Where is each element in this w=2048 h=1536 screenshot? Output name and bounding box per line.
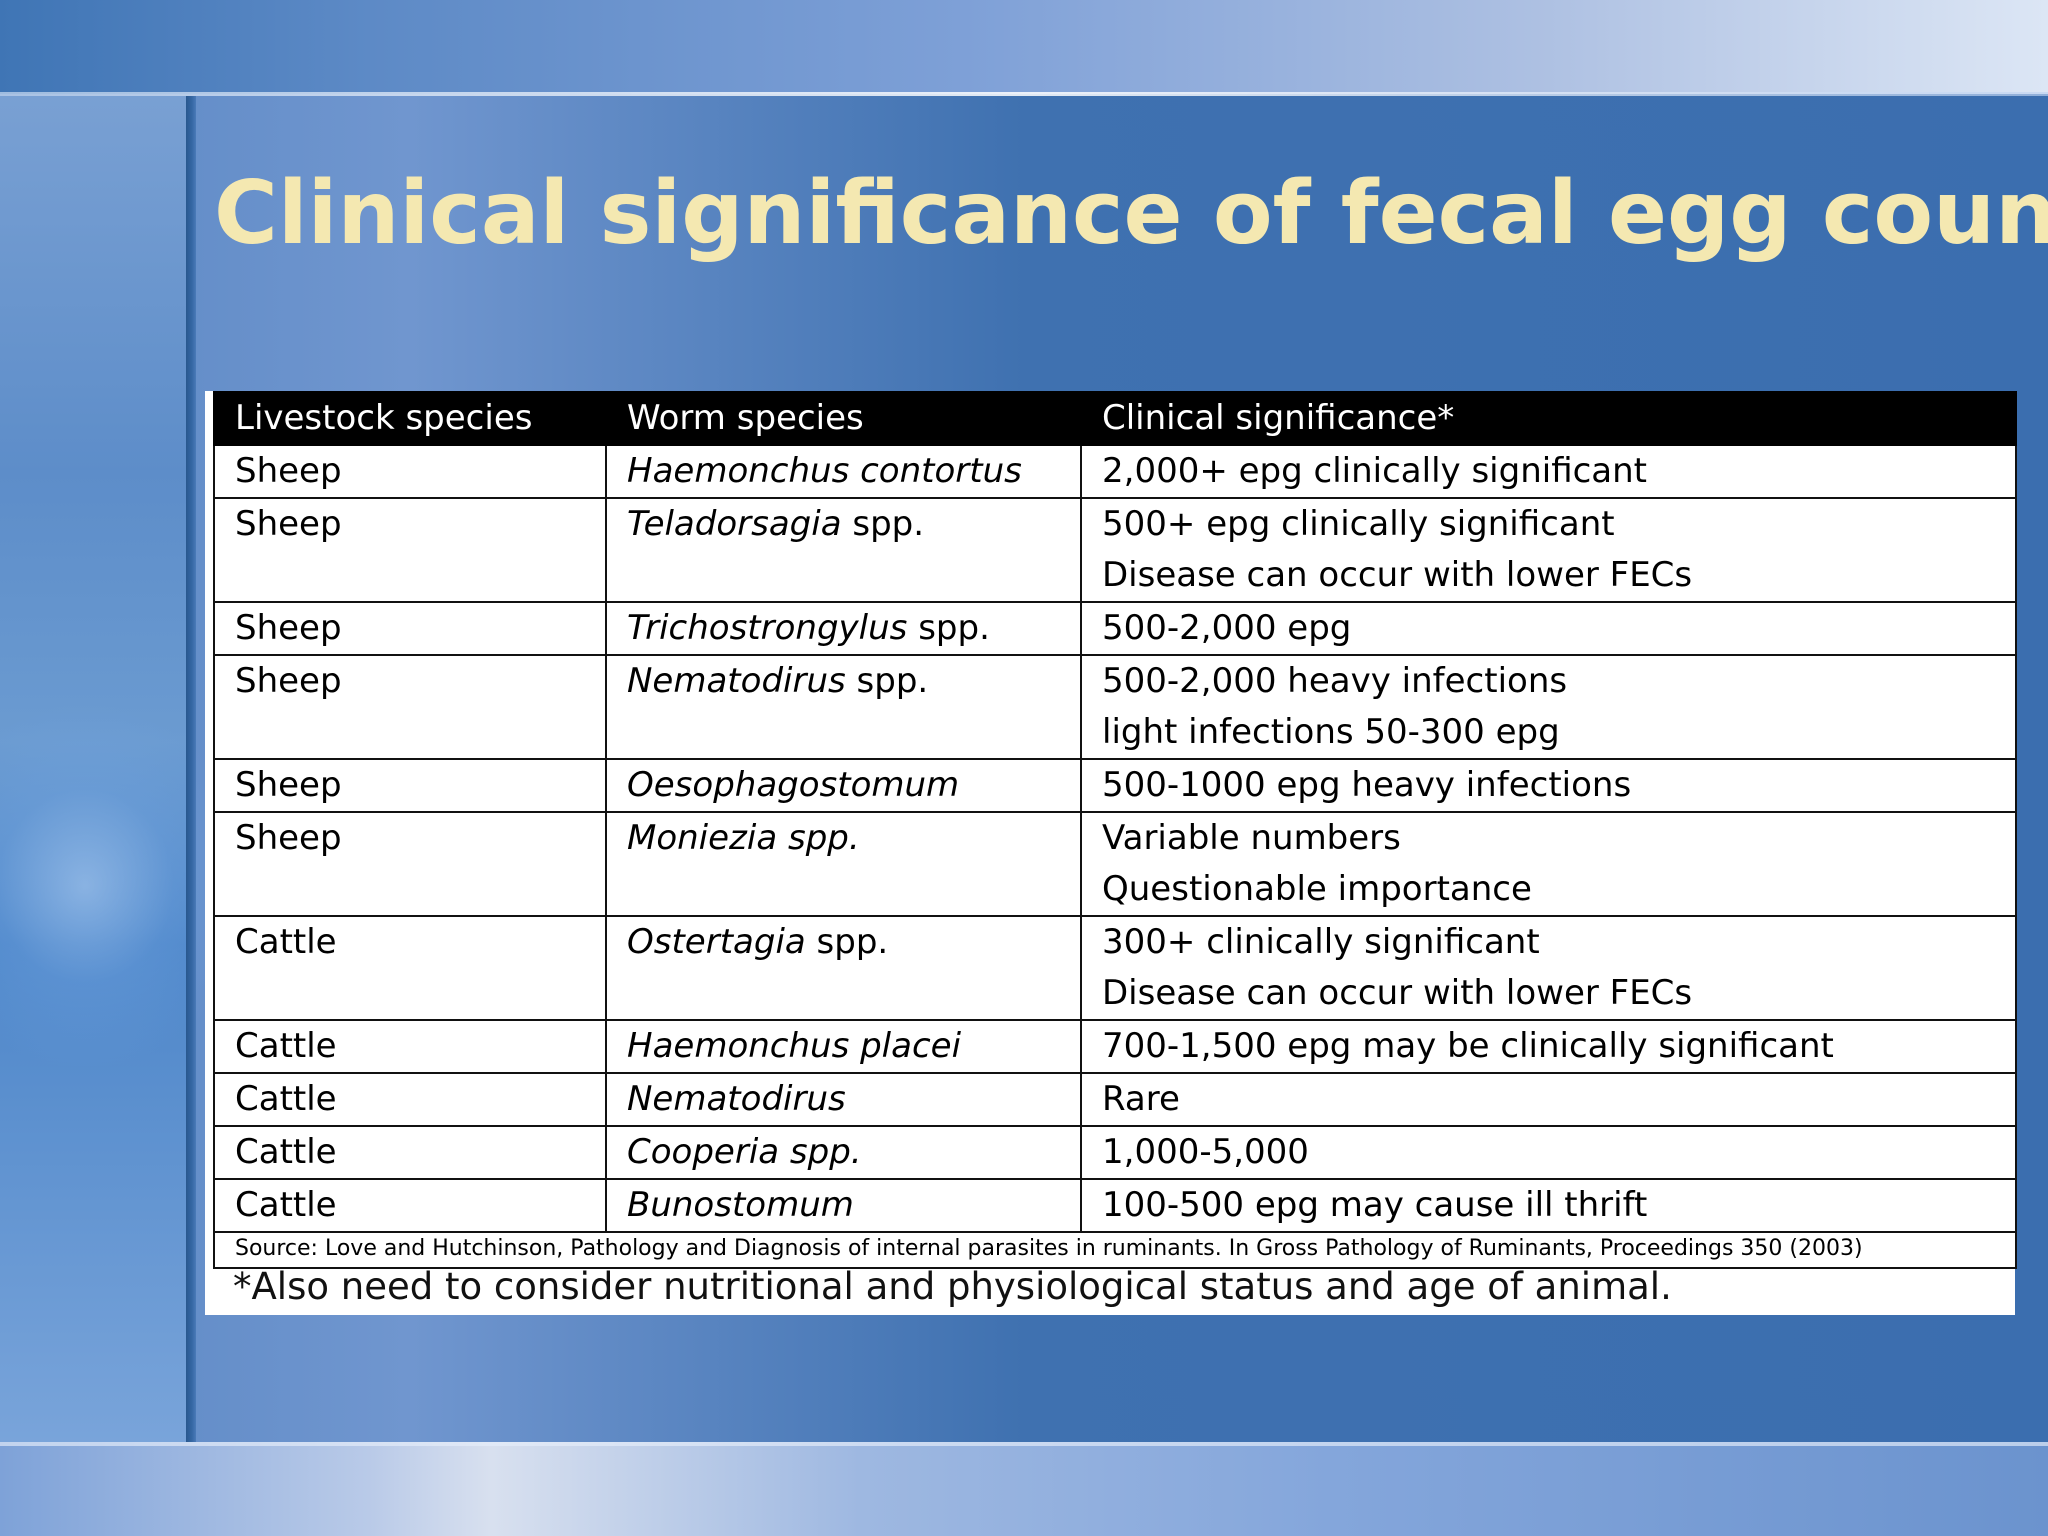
clinical-significance-header: Clinical significance* — [1080, 391, 2017, 446]
worm-species-cell: Trichostrongylus spp. — [605, 601, 1082, 656]
clinical-significance-cell: 500-2,000 heavy infections light infecti… — [1080, 654, 2017, 760]
table-row: Cattle Bunostomum 100-500 epg may cause … — [213, 1178, 2017, 1233]
table-row: Sheep Nematodirus spp. 500-2,000 heavy i… — [213, 654, 2017, 760]
worm-species-name: Cooperia spp. — [627, 1132, 862, 1172]
clinical-significance-cell: Variable numbers Questionable importance — [1080, 811, 2017, 917]
clinical-significance-line: 1,000-5,000 — [1102, 1132, 1309, 1172]
clinical-significance-line: 100-500 epg may cause ill thrift — [1102, 1185, 1648, 1225]
clinical-significance-cell: 500-1000 epg heavy infections — [1080, 758, 2017, 813]
livestock-species-cell: Cattle — [213, 1019, 607, 1074]
table-row: Cattle Ostertagia spp. 300+ clinically s… — [213, 915, 2017, 1021]
top-decorative-band — [0, 0, 2048, 94]
clinical-significance-line: 700-1,500 epg may be clinically signific… — [1102, 1026, 1834, 1066]
clinical-significance-cell: 500+ epg clinically significant Disease … — [1080, 497, 2017, 603]
bottom-decorative-band — [0, 1442, 2048, 1536]
worm-species-header: Worm species — [605, 391, 1082, 446]
table-footnote: *Also need to consider nutritional and p… — [233, 1265, 1672, 1308]
worm-species-name: Nematodirus — [627, 1079, 846, 1119]
livestock-species-cell: Sheep — [213, 811, 607, 917]
worm-species-name: Trichostrongylus — [627, 608, 908, 648]
clinical-significance-line: Variable numbers — [1102, 818, 1401, 858]
clinical-significance-line: 500-1000 epg heavy infections — [1102, 765, 1632, 805]
worm-species-name: Bunostomum — [627, 1185, 854, 1225]
livestock-species-cell: Cattle — [213, 1178, 607, 1233]
clinical-significance-line: Rare — [1102, 1079, 1180, 1119]
livestock-species-cell: Sheep — [213, 758, 607, 813]
bottom-divider-line — [0, 1442, 2048, 1446]
worm-species-name: Ostertagia — [627, 922, 806, 962]
table-row: Cattle Nematodirus Rare — [213, 1072, 2017, 1127]
worm-species-cell: Oesophagostomum — [605, 758, 1082, 813]
livestock-species-cell: Cattle — [213, 915, 607, 1021]
left-decorative-strip — [0, 96, 250, 1442]
worm-species-cell: Nematodirus spp. — [605, 654, 1082, 760]
clinical-significance-line: light infections 50-300 epg — [1102, 712, 1560, 752]
worm-species-cell: Ostertagia spp. — [605, 915, 1082, 1021]
worm-species-name: Haemonchus placei — [627, 1026, 962, 1066]
livestock-species-cell: Sheep — [213, 601, 607, 656]
clinical-significance-cell: 2,000+ epg clinically significant — [1080, 444, 2017, 499]
table-row: Sheep Haemonchus contortus 2,000+ epg cl… — [213, 444, 2017, 499]
clinical-significance-cell: 700-1,500 epg may be clinically signific… — [1080, 1019, 2017, 1074]
table-header: Livestock species Worm species Clinical … — [213, 391, 2017, 446]
source-row: Source: Love and Hutchinson, Pathology a… — [213, 1231, 2017, 1269]
worm-species-name: Nematodirus — [627, 661, 846, 701]
clinical-significance-cell: 500-2,000 epg — [1080, 601, 2017, 656]
clinical-significance-cell: 1,000-5,000 — [1080, 1125, 2017, 1180]
clinical-significance-line: 500+ epg clinically significant — [1102, 504, 1615, 544]
worm-species-cell: Nematodirus — [605, 1072, 1082, 1127]
worm-species-cell: Haemonchus contortus — [605, 444, 1082, 499]
clinical-significance-cell: 300+ clinically significant Disease can … — [1080, 915, 2017, 1021]
livestock-species-cell: Cattle — [213, 1125, 607, 1180]
table-row: Sheep Moniezia spp. Variable numbers Que… — [213, 811, 2017, 917]
table-row: Sheep Teladorsagia spp. 500+ epg clinica… — [213, 497, 2017, 603]
worm-species-name: Oesophagostomum — [627, 765, 960, 805]
worm-species-suffix: spp. — [845, 661, 929, 701]
worm-species-name: Haemonchus contortus — [627, 451, 1022, 491]
table-header-row: Livestock species Worm species Clinical … — [213, 391, 2017, 446]
clinical-significance-line: 500-2,000 heavy infections — [1102, 661, 1568, 701]
fecal-egg-count-table-panel: Livestock species Worm species Clinical … — [205, 391, 2017, 1315]
source-citation: Source: Love and Hutchinson, Pathology a… — [213, 1231, 2017, 1269]
clinical-significance-line: 300+ clinically significant — [1102, 922, 1540, 962]
clinical-significance-cell: 100-500 epg may cause ill thrift — [1080, 1178, 2017, 1233]
fecal-egg-count-table: Livestock species Worm species Clinical … — [213, 391, 2017, 1269]
worm-species-suffix: spp. — [805, 922, 889, 962]
table-row: Sheep Trichostrongylus spp. 500-2,000 ep… — [213, 601, 2017, 656]
worm-species-cell: Teladorsagia spp. — [605, 497, 1082, 603]
worm-species-name: Moniezia spp. — [627, 818, 860, 858]
livestock-species-cell: Sheep — [213, 654, 607, 760]
livestock-species-header: Livestock species — [213, 391, 607, 446]
worm-species-suffix: spp. — [907, 608, 990, 648]
livestock-species-cell: Sheep — [213, 444, 607, 499]
table-body: Sheep Haemonchus contortus 2,000+ epg cl… — [213, 444, 2017, 1269]
clinical-significance-cell: Rare — [1080, 1072, 2017, 1127]
worm-species-cell: Bunostomum — [605, 1178, 1082, 1233]
clinical-significance-line: Disease can occur with lower FECs — [1102, 555, 1693, 595]
top-divider-line — [0, 92, 2048, 96]
worm-species-cell: Cooperia spp. — [605, 1125, 1082, 1180]
livestock-species-cell: Sheep — [213, 497, 607, 603]
worm-species-suffix: spp. — [841, 504, 925, 544]
worm-species-name: Teladorsagia — [627, 504, 842, 544]
clinical-significance-line: Disease can occur with lower FECs — [1102, 973, 1693, 1013]
worm-species-cell: Haemonchus placei — [605, 1019, 1082, 1074]
clinical-significance-line: Questionable importance — [1102, 869, 1532, 909]
left-divider-line — [186, 96, 196, 1442]
table-row: Cattle Cooperia spp. 1,000-5,000 — [213, 1125, 2017, 1180]
livestock-species-cell: Cattle — [213, 1072, 607, 1127]
clinical-significance-line: 500-2,000 epg — [1102, 608, 1352, 648]
worm-species-cell: Moniezia spp. — [605, 811, 1082, 917]
slide-title: Clinical significance of fecal egg count… — [214, 162, 2048, 264]
table-row: Cattle Haemonchus placei 700-1,500 epg m… — [213, 1019, 2017, 1074]
table-row: Sheep Oesophagostomum 500-1000 epg heavy… — [213, 758, 2017, 813]
clinical-significance-line: 2,000+ epg clinically significant — [1102, 451, 1648, 491]
